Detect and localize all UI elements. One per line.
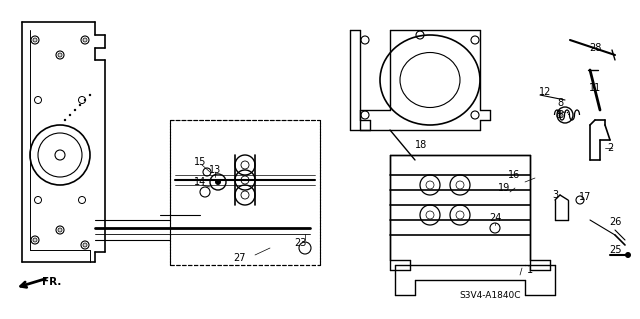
Circle shape (426, 211, 434, 219)
Circle shape (55, 150, 65, 160)
Circle shape (84, 99, 86, 101)
Circle shape (64, 119, 66, 121)
Text: 26: 26 (609, 217, 621, 227)
Circle shape (74, 109, 76, 111)
Circle shape (81, 241, 89, 249)
Text: S3V4-A1840C: S3V4-A1840C (460, 292, 521, 300)
Circle shape (83, 38, 87, 42)
Circle shape (56, 51, 64, 59)
Circle shape (241, 191, 249, 199)
Text: 3: 3 (552, 190, 558, 200)
Circle shape (58, 53, 62, 57)
Text: 15: 15 (194, 157, 206, 167)
Circle shape (83, 243, 87, 247)
Text: 16: 16 (508, 170, 520, 180)
Text: 8: 8 (557, 110, 563, 120)
Text: 27: 27 (234, 253, 246, 263)
Text: 24: 24 (489, 213, 501, 223)
Circle shape (31, 36, 39, 44)
Circle shape (69, 114, 71, 116)
Circle shape (81, 36, 89, 44)
Text: 2: 2 (607, 143, 613, 153)
Circle shape (33, 238, 37, 242)
Circle shape (89, 94, 92, 96)
Circle shape (625, 252, 631, 258)
Circle shape (79, 104, 81, 106)
Bar (170, 120, 320, 265)
Circle shape (426, 181, 434, 189)
Text: 23: 23 (294, 238, 306, 248)
Circle shape (241, 161, 249, 169)
Text: 12: 12 (539, 87, 551, 97)
Circle shape (58, 228, 62, 232)
Circle shape (241, 176, 249, 184)
Text: 25: 25 (609, 245, 621, 255)
Text: 1: 1 (527, 265, 533, 275)
Text: 18: 18 (415, 140, 428, 150)
Text: 14: 14 (194, 177, 206, 187)
Text: FR.: FR. (42, 277, 61, 287)
Circle shape (456, 211, 464, 219)
Text: 8: 8 (555, 110, 561, 120)
Circle shape (56, 226, 64, 234)
Circle shape (215, 179, 221, 185)
Text: 19: 19 (498, 183, 510, 193)
Text: 8: 8 (557, 98, 563, 108)
Text: 17: 17 (579, 192, 591, 202)
Text: 28: 28 (589, 43, 601, 53)
Text: 11: 11 (589, 83, 601, 93)
Text: 13: 13 (209, 165, 221, 175)
Circle shape (31, 236, 39, 244)
Circle shape (456, 181, 464, 189)
Circle shape (33, 38, 37, 42)
